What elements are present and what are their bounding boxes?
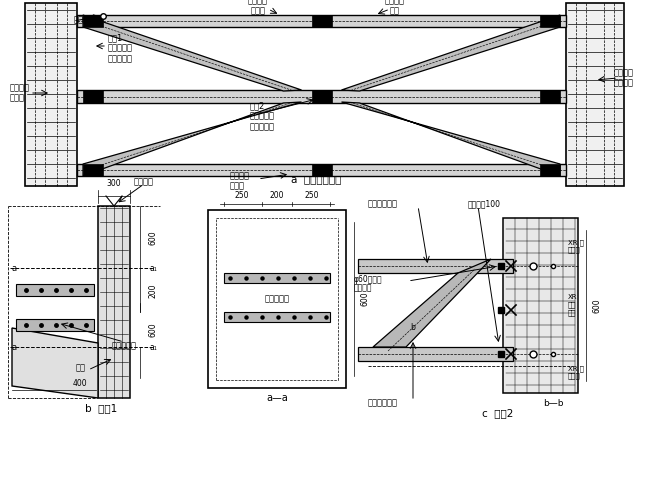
Text: 柱壁: 柱壁 — [76, 363, 86, 372]
Text: a₁: a₁ — [150, 264, 157, 273]
Text: 伸臂桁架腹杆: 伸臂桁架腹杆 — [368, 399, 398, 408]
Text: a: a — [12, 264, 17, 273]
Bar — [77, 164, 566, 176]
Bar — [98, 206, 130, 398]
Polygon shape — [12, 328, 98, 398]
Text: 虚交点: 虚交点 — [74, 15, 89, 24]
Bar — [77, 90, 566, 103]
Text: 临时连接板: 临时连接板 — [264, 294, 290, 304]
Bar — [83, 90, 103, 103]
Text: b—b: b—b — [543, 399, 563, 408]
Polygon shape — [341, 102, 560, 176]
Bar — [312, 90, 332, 103]
Polygon shape — [83, 15, 301, 91]
Bar — [540, 164, 560, 176]
Text: 伸臂桁架
上弦杆: 伸臂桁架 上弦杆 — [248, 0, 268, 16]
Text: XR 焊
后磨平: XR 焊 后磨平 — [568, 365, 584, 379]
Bar — [503, 218, 578, 393]
Polygon shape — [373, 259, 491, 347]
Bar — [566, 3, 624, 186]
Text: XR
焊后
磨平: XR 焊后 磨平 — [568, 294, 577, 315]
Text: a—a: a—a — [266, 393, 288, 403]
Text: a₁: a₁ — [150, 343, 157, 351]
Text: 节点1
伸臂桁架弦
杆临时连接: 节点1 伸臂桁架弦 杆临时连接 — [108, 33, 133, 63]
Bar — [224, 312, 330, 322]
Text: XR 焊
后磨平: XR 焊 后磨平 — [568, 239, 584, 253]
Text: 250: 250 — [235, 191, 249, 200]
Bar — [358, 259, 513, 273]
Text: a  伸臂桁架剖面: a 伸臂桁架剖面 — [291, 174, 341, 184]
Text: 250: 250 — [305, 191, 319, 200]
Text: b: b — [411, 323, 415, 332]
Text: c  节点2: c 节点2 — [482, 408, 514, 418]
Text: 伸臂桁架
下弦杆: 伸臂桁架 下弦杆 — [230, 171, 250, 191]
Text: 600: 600 — [592, 298, 601, 313]
Text: 外筒框架
钢管柱: 外筒框架 钢管柱 — [10, 83, 30, 103]
Text: 现场焊缝: 现场焊缝 — [134, 177, 154, 186]
Bar — [358, 347, 513, 361]
Bar — [83, 15, 103, 27]
Text: φ60的销钉: φ60的销钉 — [354, 274, 382, 283]
Text: 300: 300 — [107, 179, 121, 188]
Polygon shape — [83, 102, 301, 176]
Text: 节点2
伸臂桁架腹
杆临时连接: 节点2 伸臂桁架腹 杆临时连接 — [250, 101, 275, 131]
Text: 200: 200 — [270, 191, 284, 200]
Bar — [16, 319, 94, 331]
Bar — [312, 164, 332, 176]
Bar — [16, 284, 94, 296]
Bar — [83, 164, 103, 176]
Bar — [208, 210, 346, 388]
Bar — [540, 90, 560, 103]
Text: 伸臂桁架弦杆: 伸臂桁架弦杆 — [368, 199, 398, 208]
Text: 400: 400 — [73, 379, 87, 388]
Text: 核心筒框
架钢管柱: 核心筒框 架钢管柱 — [614, 68, 634, 87]
Text: 600: 600 — [360, 292, 369, 306]
Text: b  节点1: b 节点1 — [85, 403, 117, 413]
Text: 600: 600 — [148, 230, 157, 245]
Text: a: a — [12, 343, 17, 351]
Bar — [312, 15, 332, 27]
Bar — [25, 3, 77, 186]
Text: 200: 200 — [148, 283, 157, 298]
Bar — [540, 15, 560, 27]
Text: 临时连接板: 临时连接板 — [112, 341, 137, 350]
Polygon shape — [341, 15, 560, 91]
Bar — [77, 15, 566, 27]
Text: 现场连接
焊缝: 现场连接 焊缝 — [385, 0, 405, 16]
Bar — [224, 272, 330, 282]
Text: 600: 600 — [148, 323, 157, 337]
Text: 销轴连接: 销轴连接 — [354, 283, 373, 293]
Text: 现场焊缝100: 现场焊缝100 — [468, 199, 501, 208]
